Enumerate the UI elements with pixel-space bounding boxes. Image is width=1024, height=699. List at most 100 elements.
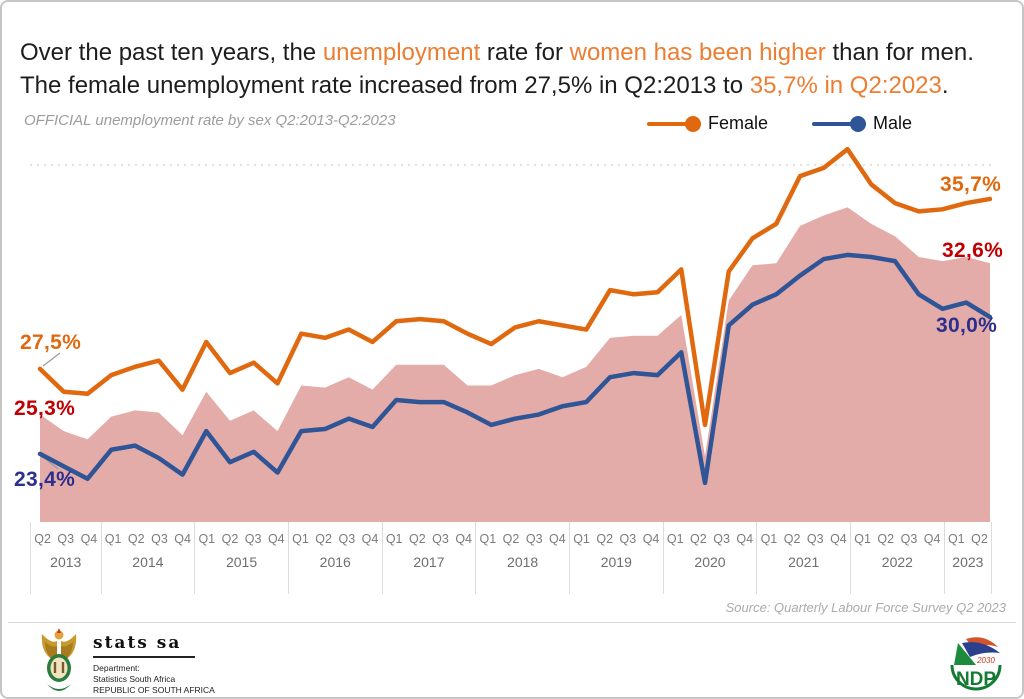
quarter-row: Q1 Q2 [945, 532, 991, 546]
quarter-label: Q4 [923, 532, 941, 546]
quarter-label: Q3 [57, 532, 75, 546]
annotation-female-Q2-2023: 35,7% [940, 173, 1002, 196]
year-label: 2018 [507, 554, 539, 570]
year-group-2023: Q1 Q2 2023 [943, 522, 991, 594]
year-group-2014: Q1 Q2 Q3 Q4 2014 [100, 522, 195, 594]
sa-coat-of-arms-logo [41, 628, 77, 691]
male-line [37, 252, 992, 486]
ndp-logo: 2030 NDP [946, 631, 1006, 697]
quarter-label: Q4 [830, 532, 847, 546]
quarter-row: Q1 Q2 Q3 Q4 [289, 532, 382, 546]
year-label: 2022 [881, 554, 913, 570]
annotation-female-Q2-2013: 27,5% [20, 331, 82, 354]
year-label: 2019 [600, 554, 632, 570]
year-group-2015: Q1 Q2 Q3 Q4 2015 [194, 522, 288, 594]
year-group-2016: Q1 Q2 Q3 Q4 2016 [287, 522, 382, 594]
quarter-label: Q1 [573, 532, 590, 546]
year-label: 2014 [132, 554, 164, 570]
x-axis: Q2 Q3 Q4 2013 Q1 Q2 Q3 Q4 2014 Q1 Q2 Q3 Q4 2015 Q1 Q2 Q3… [30, 522, 992, 594]
quarter-label: Q1 [854, 532, 871, 546]
statssa-brand: stats sa [93, 633, 182, 653]
quarter-label: Q1 [385, 532, 403, 546]
statssa-text: stats sa Department: Statistics South Af… [93, 628, 215, 696]
quarter-label: Q4 [361, 532, 379, 546]
quarter-row: Q1 Q2 Q3 Q4 [102, 532, 195, 546]
quarter-label: Q4 [80, 532, 98, 546]
legend-line-dot-icon [812, 115, 867, 132]
quarter-label: Q2 [408, 532, 426, 546]
year-label: 2013 [50, 554, 82, 570]
headline-segment: unemployment [322, 39, 481, 66]
unemployment-line-chart [30, 147, 992, 522]
quarter-row: Q2 Q3 Q4 [31, 532, 101, 546]
quarter-label: Q1 [198, 532, 216, 546]
ndp-2030-emblem: 2030 NDP [950, 637, 1002, 691]
headline-segment: . [941, 72, 949, 100]
year-label: 2017 [413, 554, 445, 570]
quarter-label: Q3 [151, 532, 168, 546]
quarter-label: Q1 [666, 532, 684, 546]
chart-subtitle: OFFICIAL unemployment rate by sex Q2:201… [24, 112, 396, 129]
headline-segment: Over the past ten years, the [20, 39, 323, 66]
quarter-row: Q1 Q2 Q3 Q4 [383, 532, 476, 546]
quarter-label: Q3 [244, 532, 262, 546]
annotation-male-Q2-2023: 30,0% [936, 314, 998, 337]
headline-segment: than for men. The female unemployment ra… [20, 39, 974, 100]
statssa-dept-line1: Department: [93, 663, 140, 673]
headline-segment: 35,7% in Q2:2023 [749, 72, 942, 100]
quarter-label: Q4 [174, 532, 191, 546]
quarter-label: Q1 [760, 532, 778, 546]
legend-line-dot-icon [647, 115, 701, 132]
year-label: 2015 [225, 554, 258, 570]
quarter-label: Q2 [221, 532, 239, 546]
quarter-row: Q1 Q2 Q3 Q4 [757, 532, 850, 546]
legend: Female Male [647, 113, 912, 134]
female-line [37, 147, 992, 428]
quarter-label: Q3 [525, 532, 543, 546]
quarter-label: Q1 [104, 532, 122, 546]
quarter-label: Q1 [292, 532, 309, 546]
quarter-label: Q2 [783, 532, 801, 546]
statssa-dept-line2: Statistics South Africa [93, 674, 176, 685]
legend-item-male: Male [812, 113, 912, 134]
quarter-label: Q3 [900, 532, 918, 546]
quarter-label: Q2 [315, 532, 332, 546]
quarter-label: Q2 [971, 532, 988, 546]
source-note: Source: Quarterly Labour Force Survey Q2… [725, 600, 1006, 615]
legend-label: Female [708, 113, 769, 133]
quarter-label: Q3 [338, 532, 356, 546]
leader-line-female [42, 352, 61, 367]
svg-text:2030: 2030 [976, 656, 995, 665]
headline: Over the past ten years, the unemploymen… [20, 36, 1014, 102]
quarter-label: Q4 [267, 532, 285, 546]
year-label: 2020 [694, 554, 726, 570]
quarter-label: Q3 [713, 532, 730, 546]
year-group-2019: Q1 Q2 Q3 Q4 2019 [568, 522, 663, 594]
quarter-row: Q1 Q2 Q3 Q4 [476, 532, 569, 546]
footer-divider [8, 622, 1016, 623]
headline-segment: women has been higher [569, 39, 826, 66]
quarter-label: Q1 [479, 532, 497, 546]
quarter-label: Q3 [619, 532, 637, 546]
brand-rule [93, 656, 195, 658]
quarter-label: Q2 [877, 532, 895, 546]
year-label: 2023 [952, 554, 984, 570]
year-label: 2016 [319, 554, 351, 570]
quarter-row: Q1 Q2 Q3 Q4 [195, 532, 288, 546]
quarter-row: Q1 Q2 Q3 Q4 [851, 532, 944, 546]
quarter-label: Q2 [34, 532, 51, 546]
quarter-label: Q4 [736, 532, 754, 546]
official-rate-area [40, 207, 990, 522]
annotation-official-Q2-2013: 25,3% [14, 397, 76, 420]
quarter-row: Q1 Q2 Q3 Q4 [570, 532, 663, 546]
year-label: 2021 [788, 554, 820, 570]
headline-segment: rate for [480, 39, 570, 66]
legend-item-female: Female [647, 113, 768, 134]
quarter-label: Q2 [596, 532, 614, 546]
year-group-2017: Q1 Q2 Q3 Q4 2017 [381, 522, 476, 594]
quarter-label: Q1 [947, 532, 965, 546]
statssa-dept-line3: REPUBLIC OF SOUTH AFRICA [93, 685, 215, 696]
legend-label: Male [873, 113, 913, 133]
annotation-male-Q2-2013: 23,4% [14, 468, 76, 491]
